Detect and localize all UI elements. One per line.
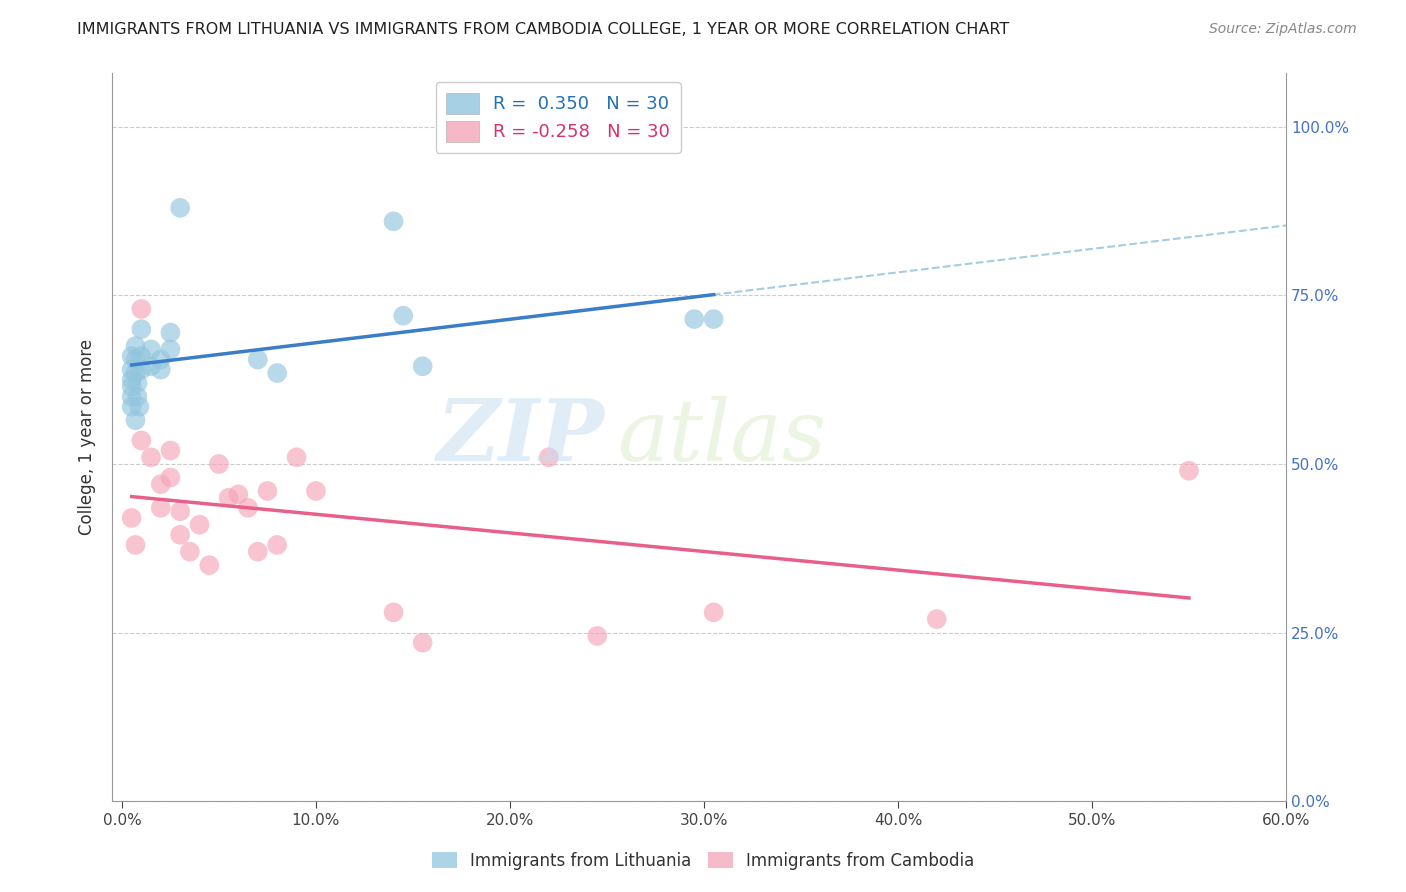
Point bbox=[121, 373, 143, 387]
Point bbox=[208, 457, 231, 471]
Point bbox=[124, 366, 146, 380]
Text: atlas: atlas bbox=[617, 396, 827, 478]
Text: Source: ZipAtlas.com: Source: ZipAtlas.com bbox=[1209, 22, 1357, 37]
Point bbox=[683, 312, 706, 326]
Point bbox=[169, 201, 191, 215]
Point bbox=[149, 362, 172, 376]
Text: ZIP: ZIP bbox=[437, 395, 605, 479]
Point bbox=[305, 483, 328, 498]
Text: IMMIGRANTS FROM LITHUANIA VS IMMIGRANTS FROM CAMBODIA COLLEGE, 1 YEAR OR MORE CO: IMMIGRANTS FROM LITHUANIA VS IMMIGRANTS … bbox=[77, 22, 1010, 37]
Point bbox=[124, 413, 146, 427]
Point bbox=[131, 301, 153, 316]
Point bbox=[139, 359, 162, 374]
Point bbox=[412, 636, 434, 650]
Point bbox=[131, 349, 153, 363]
Point bbox=[188, 517, 211, 532]
Point bbox=[124, 352, 146, 367]
Point bbox=[236, 500, 259, 515]
Point bbox=[149, 500, 172, 515]
Point bbox=[703, 312, 725, 326]
Point bbox=[124, 538, 146, 552]
Point bbox=[1178, 464, 1201, 478]
Point bbox=[169, 528, 191, 542]
Point bbox=[266, 538, 288, 552]
Point bbox=[127, 390, 149, 404]
Point bbox=[246, 544, 269, 558]
Point bbox=[256, 483, 278, 498]
Legend: R =  0.350   N = 30, R = -0.258   N = 30: R = 0.350 N = 30, R = -0.258 N = 30 bbox=[436, 82, 681, 153]
Point bbox=[218, 491, 240, 505]
Point bbox=[159, 343, 181, 357]
Point bbox=[121, 511, 143, 525]
Point bbox=[121, 349, 143, 363]
Point bbox=[124, 339, 146, 353]
Point bbox=[537, 450, 560, 465]
Point bbox=[121, 379, 143, 393]
Point bbox=[131, 322, 153, 336]
Point bbox=[198, 558, 221, 573]
Point bbox=[121, 390, 143, 404]
Point bbox=[149, 352, 172, 367]
Point bbox=[149, 477, 172, 491]
Point bbox=[412, 359, 434, 374]
Point bbox=[121, 400, 143, 414]
Y-axis label: College, 1 year or more: College, 1 year or more bbox=[79, 339, 96, 535]
Point bbox=[285, 450, 308, 465]
Point bbox=[131, 434, 153, 448]
Point bbox=[121, 362, 143, 376]
Point bbox=[179, 544, 201, 558]
Point bbox=[266, 366, 288, 380]
Legend: Immigrants from Lithuania, Immigrants from Cambodia: Immigrants from Lithuania, Immigrants fr… bbox=[425, 846, 981, 877]
Point bbox=[159, 326, 181, 340]
Point bbox=[703, 605, 725, 619]
Point bbox=[159, 443, 181, 458]
Point bbox=[925, 612, 948, 626]
Point bbox=[382, 214, 405, 228]
Point bbox=[131, 362, 153, 376]
Point bbox=[139, 450, 162, 465]
Point bbox=[586, 629, 609, 643]
Point bbox=[128, 400, 150, 414]
Point bbox=[139, 343, 162, 357]
Point bbox=[382, 605, 405, 619]
Point bbox=[169, 504, 191, 518]
Point bbox=[159, 470, 181, 484]
Point bbox=[246, 352, 269, 367]
Point bbox=[228, 487, 250, 501]
Point bbox=[127, 376, 149, 391]
Point bbox=[392, 309, 415, 323]
